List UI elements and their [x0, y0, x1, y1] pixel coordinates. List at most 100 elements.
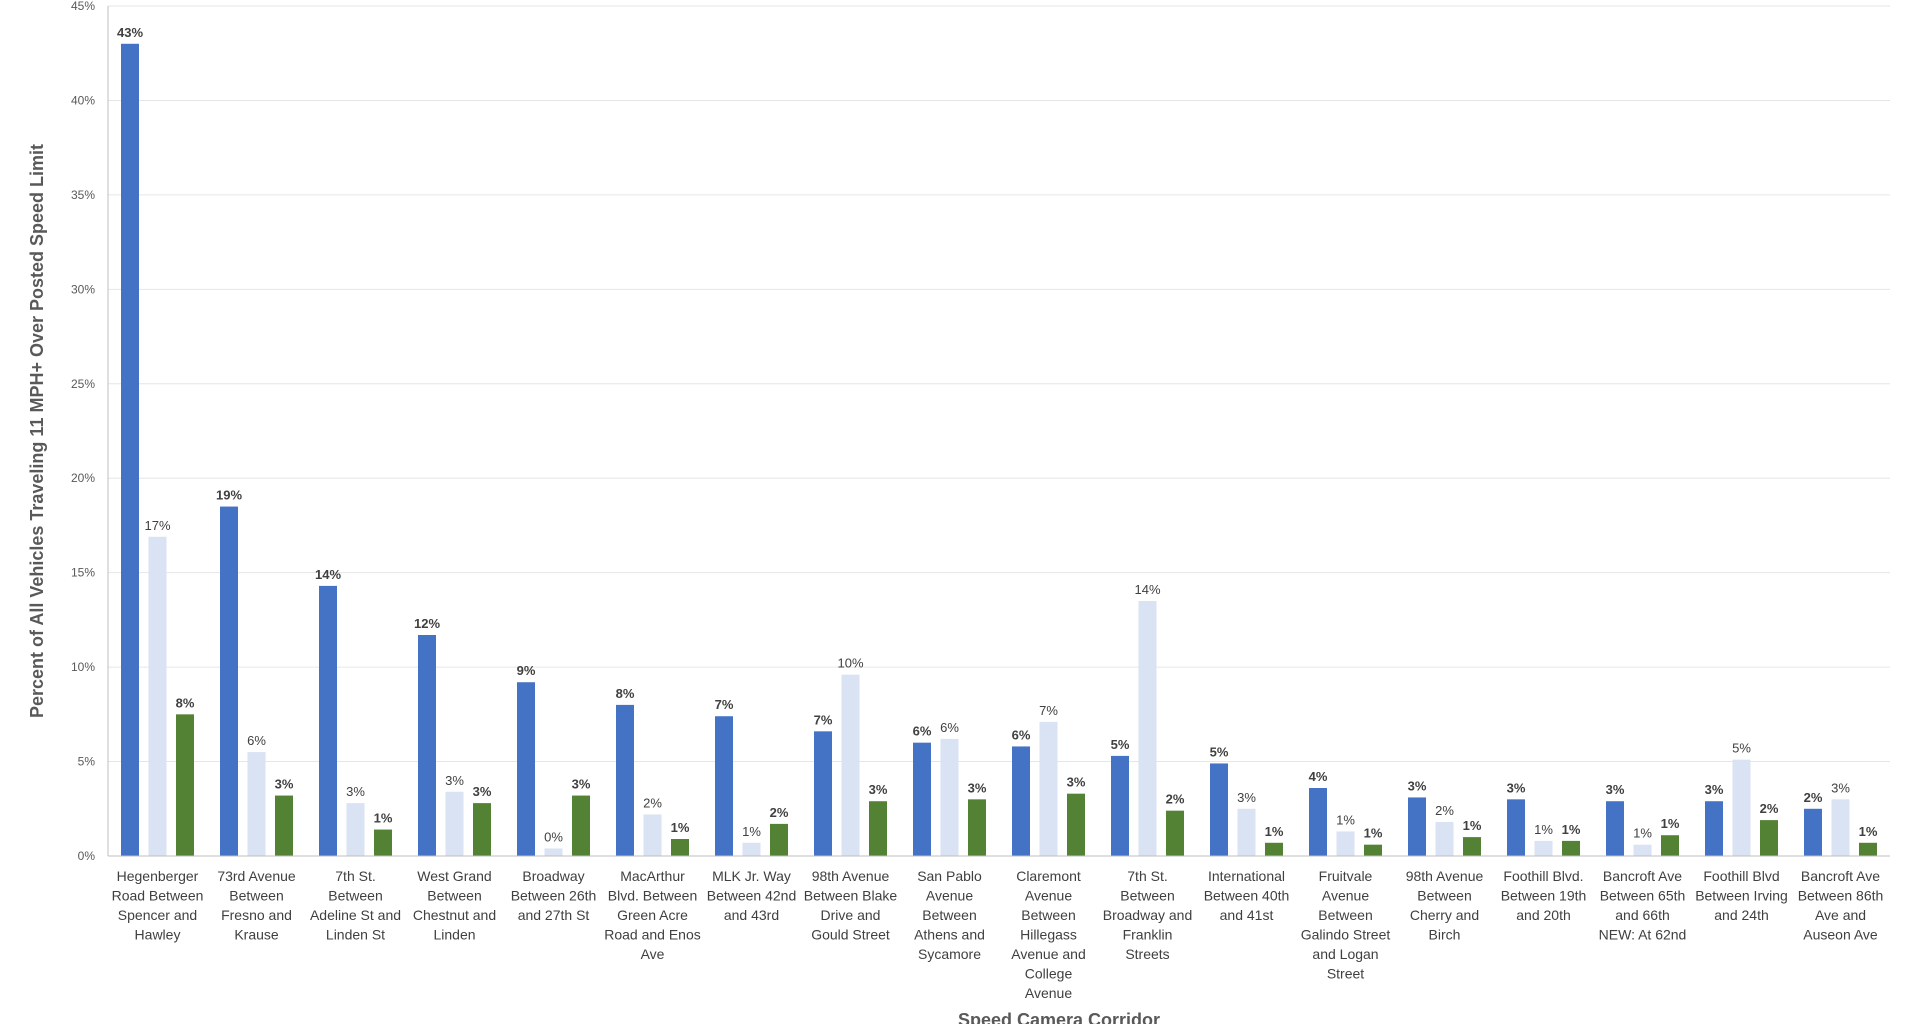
category-label-line: Birch — [1429, 927, 1461, 943]
category-label-line: Chestnut and — [413, 907, 496, 923]
category-label-line: Gould Street — [811, 927, 890, 943]
data-label: 1% — [1534, 822, 1553, 837]
category-label-line: Fresno and — [221, 907, 292, 923]
category-label-line: Between 26th — [511, 888, 597, 904]
category-label-line: and 43rd — [724, 907, 779, 923]
category-label-line: and 66th — [1615, 907, 1670, 923]
data-label: 3% — [869, 782, 888, 797]
category-label-line: West Grand — [417, 868, 491, 884]
data-label: 3% — [1507, 780, 1526, 795]
category-label-line: 98th Avenue — [1406, 868, 1484, 884]
bar — [1138, 601, 1157, 856]
category-label-line: Sycamore — [918, 946, 981, 962]
category-label-line: Ave — [641, 946, 665, 962]
bar — [1859, 842, 1877, 856]
data-label: 5% — [1210, 744, 1229, 759]
y-axis-ticks: 0% 5% 10% 15% 20% 25% 30% 35% 40% 45% — [71, 0, 95, 863]
category-label-line: 73rd Avenue — [217, 868, 296, 884]
category-label: 7th St. Between Adeline St and Linden St — [310, 868, 401, 943]
category-label-line: Between — [1120, 888, 1174, 904]
category-label-line: Broadway — [522, 868, 584, 884]
bar — [841, 674, 860, 856]
data-label: 3% — [1067, 775, 1086, 790]
bar — [346, 803, 365, 856]
data-label: 1% — [1265, 824, 1284, 839]
bar — [1111, 755, 1129, 856]
category-label-line: Claremont — [1016, 868, 1081, 884]
bar — [1831, 799, 1850, 856]
y-axis-title: Percent of All Vehicles Traveling 11 MPH… — [27, 144, 47, 718]
category-label-line: Hillegass — [1020, 927, 1077, 943]
y-tick-label: 40% — [71, 93, 95, 107]
category-label: West Grand Between Chestnut and Linden — [413, 868, 496, 943]
category-label-line: Streets — [1125, 946, 1169, 962]
category-label: Foothill Blvd. Between 19th and 20th — [1501, 868, 1587, 923]
y-tick-label: 0% — [78, 849, 96, 863]
category-label: Claremont Avenue Between Hillegass Avenue an… — [1011, 868, 1085, 1001]
data-label: 8% — [176, 695, 195, 710]
x-axis-title: Speed Camera Corridor — [958, 1010, 1160, 1024]
bar — [319, 585, 337, 856]
category-label: 98th Avenue Between Blake Drive and Gould S… — [804, 868, 898, 943]
data-label: 2% — [1435, 803, 1454, 818]
category-label: Foothill Blvd Between Irving and 24th — [1695, 868, 1788, 923]
bar — [1606, 801, 1624, 856]
y-tick-label: 20% — [71, 471, 95, 485]
data-label: 2% — [770, 805, 789, 820]
data-label: 17% — [144, 518, 170, 533]
category-label-line: Between 86th — [1798, 888, 1884, 904]
data-label: 7% — [715, 697, 734, 712]
data-label: 1% — [1633, 826, 1652, 841]
bar — [1463, 837, 1481, 856]
y-tick-label: 15% — [71, 566, 95, 580]
bar — [643, 814, 662, 856]
bar — [770, 823, 788, 856]
data-label: 5% — [1732, 741, 1751, 756]
bar — [517, 682, 535, 856]
category-label-line: Between — [1021, 907, 1075, 923]
bar — [1760, 820, 1778, 856]
bar — [1309, 788, 1327, 856]
category-label-line: Fruitvale — [1319, 868, 1373, 884]
category-label-line: Krause — [234, 927, 279, 943]
bar — [473, 803, 491, 856]
data-label: 6% — [940, 720, 959, 735]
data-label: 9% — [517, 663, 536, 678]
bar — [1039, 721, 1058, 856]
category-label-line: MacArthur — [620, 868, 685, 884]
category-label-line: Ave and — [1815, 907, 1866, 923]
bar — [275, 795, 293, 856]
category-label-line: MLK Jr. Way — [712, 868, 791, 884]
category-label-line: Between — [1417, 888, 1471, 904]
category-label-line: Between 42nd — [707, 888, 797, 904]
category-label-line: and 20th — [1516, 907, 1571, 923]
data-label: 3% — [1606, 782, 1625, 797]
data-label: 2% — [1760, 801, 1779, 816]
data-label: 3% — [275, 777, 294, 792]
category-label-line: Blvd. Between — [608, 888, 698, 904]
x-axis-categories: Hegenberger Road Between Spencer and Hawley… — [112, 868, 1884, 1001]
category-label-line: 7th St. — [1127, 868, 1167, 884]
bar — [814, 731, 832, 856]
bar — [572, 795, 590, 856]
bar — [176, 714, 194, 856]
category-label-line: Auseon Ave — [1803, 927, 1878, 943]
data-label: 3% — [968, 780, 987, 795]
bar — [715, 716, 733, 856]
category-label-line: and 24th — [1714, 907, 1769, 923]
y-tick-label: 45% — [71, 0, 95, 13]
data-label: 7% — [814, 712, 833, 727]
bar — [869, 801, 887, 856]
category-label-line: NEW: At 62nd — [1599, 927, 1687, 943]
category-label-line: Bancroft Ave — [1801, 868, 1880, 884]
bar — [1661, 835, 1679, 856]
category-label-line: Foothill Blvd — [1703, 868, 1779, 884]
category-label-line: Road and Enos — [604, 927, 701, 943]
data-label: 2% — [643, 795, 662, 810]
data-label: 3% — [1831, 780, 1850, 795]
category-label: International Between 40th and 41st — [1204, 868, 1290, 923]
category-label-line: Avenue — [1025, 985, 1072, 1001]
y-tick-label: 30% — [71, 282, 95, 296]
category-label-line: Between Blake — [804, 888, 898, 904]
